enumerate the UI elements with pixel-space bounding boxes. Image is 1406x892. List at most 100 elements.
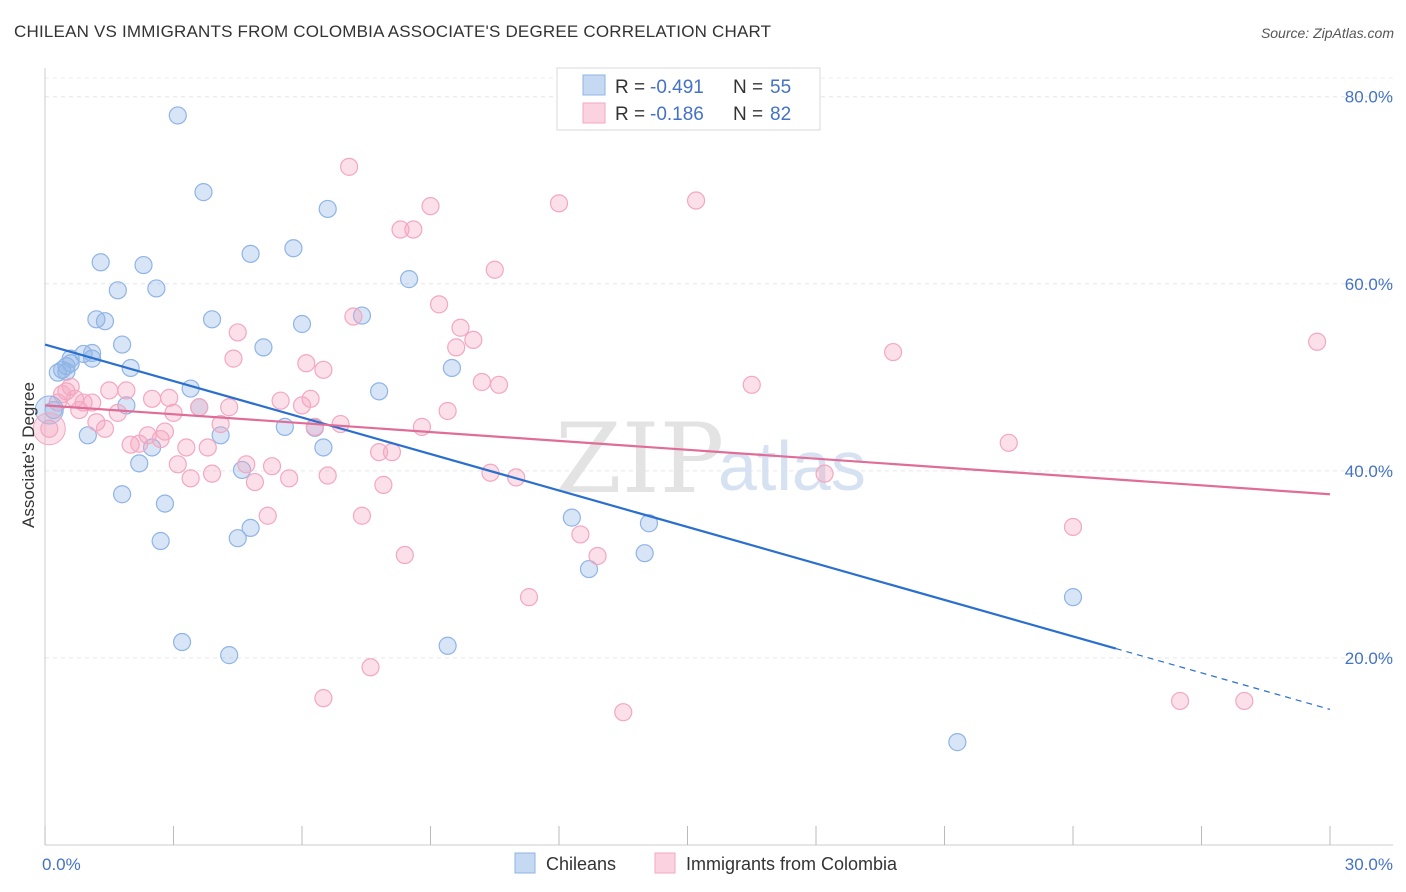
watermark: ZIP atlas — [555, 403, 866, 515]
point-chileans-34 — [228, 529, 247, 548]
point-colombia-56 — [429, 295, 449, 314]
point-colombia-66 — [519, 588, 539, 607]
point-colombia-48 — [370, 443, 389, 462]
bottom-legend-label-colombia: Immigrants from Colombia — [686, 854, 898, 874]
point-colombia-34 — [262, 457, 282, 476]
point-colombia-77 — [1170, 691, 1190, 711]
x-tick-min: 0.0% — [42, 855, 81, 874]
point-colombia-70 — [614, 703, 633, 722]
point-colombia-78 — [1235, 691, 1254, 711]
watermark-atlas: atlas — [718, 427, 866, 505]
point-colombia-8 — [83, 393, 102, 412]
point-colombia-21 — [168, 455, 187, 474]
y-tick-label-40: 40.0% — [1345, 462, 1393, 481]
point-colombia-33 — [258, 506, 277, 525]
point-colombia-50 — [382, 443, 402, 462]
point-colombia-51 — [391, 220, 410, 239]
y-tick-label-80: 80.0% — [1345, 88, 1393, 107]
point-colombia-22 — [177, 438, 196, 457]
series-legend: Chileans Immigrants from Colombia — [514, 852, 898, 874]
source-credit: Source: ZipAtlas.com — [1260, 25, 1394, 41]
point-colombia-57 — [438, 401, 457, 421]
point-colombia-large — [32, 412, 66, 446]
point-chileans-18 — [151, 531, 170, 551]
y-axis-label: Associate's Degree — [19, 382, 38, 528]
point-chileans-6 — [57, 362, 76, 381]
point-colombia-81 — [160, 388, 179, 407]
point-colombia-13 — [117, 381, 136, 400]
point-chileans-25 — [194, 183, 213, 202]
point-colombia-46 — [352, 506, 372, 525]
y-tick-labels: 20.0% 40.0% 60.0% 80.0% — [1345, 88, 1393, 668]
point-colombia-23 — [181, 469, 200, 488]
point-chileans-32 — [241, 244, 260, 263]
bottom-legend-swatch-colombia — [654, 852, 676, 874]
axes — [44, 68, 1393, 846]
point-colombia-29 — [224, 349, 243, 368]
point-colombia-0 — [40, 419, 59, 438]
legend-swatch-chileans — [582, 74, 606, 96]
point-colombia-73 — [815, 464, 834, 483]
grid-lines — [45, 77, 1393, 659]
point-colombia-28 — [220, 398, 239, 417]
bottom-legend-label-chileans: Chileans — [546, 854, 616, 874]
legend-r-value-1: -0.491 — [650, 77, 704, 98]
point-chileans-40 — [318, 199, 337, 219]
point-chileans-26 — [202, 310, 222, 329]
point-chileans-39 — [314, 438, 333, 457]
point-colombia-45 — [344, 307, 363, 326]
point-chileans-16 — [134, 255, 153, 275]
point-colombia-58 — [447, 338, 466, 357]
point-chileans-17 — [155, 494, 175, 513]
point-chileans-22 — [78, 426, 97, 445]
point-colombia-31 — [237, 455, 256, 474]
point-chileans-4 — [61, 354, 80, 373]
point-colombia-59 — [451, 318, 470, 337]
point-colombia-69 — [588, 546, 607, 566]
point-chileans-54 — [112, 485, 132, 504]
point-colombia-24 — [190, 398, 209, 417]
y-tick-label-20: 20.0% — [1345, 649, 1393, 668]
legend-r-value-2: -0.186 — [650, 104, 704, 125]
point-colombia-67 — [549, 194, 569, 213]
point-colombia-41 — [314, 360, 333, 379]
point-chileans-48 — [579, 559, 599, 579]
legend-r-label-2: R = — [615, 104, 645, 125]
point-chileans-10 — [95, 312, 115, 331]
point-colombia-75 — [999, 433, 1018, 452]
regression-line-chileans — [44, 343, 1117, 650]
point-colombia-76 — [1063, 517, 1083, 537]
point-chileans-19 — [130, 454, 149, 473]
point-chileans-44 — [399, 270, 419, 289]
point-colombia-17 — [142, 389, 162, 408]
point-colombia-25 — [198, 438, 217, 457]
regression-line-chileans-extension — [1115, 647, 1331, 710]
point-colombia-68 — [571, 525, 590, 544]
legend-r-label-1: R = — [615, 77, 645, 98]
point-colombia-27 — [211, 414, 230, 434]
point-chileans-37 — [284, 239, 303, 258]
legend-n-value-1: 55 — [770, 77, 791, 98]
point-colombia-79 — [1308, 332, 1327, 351]
point-chileans-large — [34, 395, 64, 425]
bottom-legend-swatch-chileans — [514, 852, 536, 874]
legend-n-value-2: 82 — [770, 104, 791, 125]
watermark-zip: ZIP — [555, 403, 724, 515]
point-chileans-30 — [220, 646, 239, 665]
point-chileans-35 — [254, 338, 273, 357]
point-colombia-32 — [245, 472, 264, 492]
point-colombia-30 — [228, 323, 247, 342]
point-chileans-51 — [948, 733, 967, 752]
point-chileans-43 — [370, 382, 389, 401]
point-colombia-72 — [742, 375, 761, 394]
point-chileans-12 — [91, 253, 110, 272]
point-colombia-61 — [472, 372, 491, 392]
point-chileans-52 — [1063, 588, 1083, 607]
correlation-legend: R = -0.491 N = 55 R = -0.186 N = 82 — [556, 67, 821, 131]
point-chileans-21 — [112, 335, 132, 354]
point-colombia-11 — [100, 381, 119, 400]
point-colombia-47 — [361, 658, 380, 677]
point-chileans-49 — [635, 544, 654, 563]
point-colombia-35 — [271, 391, 290, 410]
point-colombia-39 — [301, 389, 320, 408]
